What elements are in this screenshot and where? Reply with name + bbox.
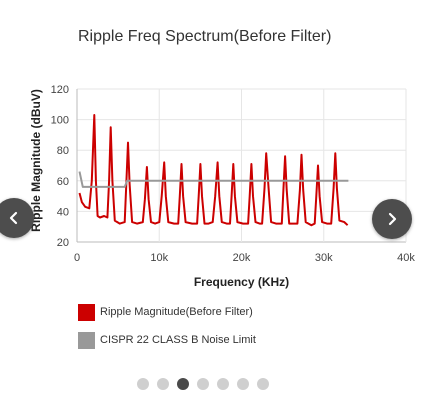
y-tick-label: 80 — [57, 145, 69, 157]
series-line-ripple — [78, 114, 349, 227]
carousel-dot[interactable] — [177, 378, 189, 390]
y-tick-label: 20 — [57, 237, 69, 249]
legend-label-ripple: Ripple Magnitude(Before Filter) — [100, 306, 253, 318]
chevron-left-icon — [7, 211, 21, 225]
prev-button[interactable] — [0, 198, 34, 238]
y-tick-label: 40 — [57, 206, 69, 218]
carousel-dot[interactable] — [137, 378, 149, 390]
series-line-noise-limit — [78, 171, 349, 188]
chart-plot: 20 40 60 80 100 120 0 10k 20k 30k 40k Frequency (KH… — [29, 84, 415, 289]
legend-item-ripple[interactable]: Ripple Magnitude(Before Filter) — [78, 302, 256, 322]
chevron-right-icon — [385, 212, 399, 226]
chart-legend: Ripple Magnitude(Before Filter) CISPR 22… — [78, 302, 256, 358]
x-tick-label: 40k — [397, 252, 415, 264]
y-tick-label: 60 — [57, 176, 69, 188]
x-tick-label: 20k — [233, 252, 251, 264]
carousel-dot[interactable] — [197, 378, 209, 390]
legend-item-noise-limit[interactable]: CISPR 22 CLASS B Noise Limit — [78, 330, 256, 350]
legend-swatch-ripple — [78, 303, 95, 321]
chart-title: Ripple Freq Spectrum(Before Filter) — [78, 28, 332, 45]
carousel-dot[interactable] — [157, 378, 169, 390]
legend-swatch-noise-limit — [78, 331, 95, 349]
y-axis-label: Ripple Magnitude (dBuV) — [29, 89, 43, 232]
carousel-dot[interactable] — [237, 378, 249, 390]
x-tick-label: 0 — [74, 252, 80, 264]
y-tick-label: 100 — [51, 115, 69, 127]
carousel-dot[interactable] — [257, 378, 269, 390]
x-tick-label: 30k — [315, 252, 333, 264]
carousel-dot[interactable] — [217, 378, 229, 390]
y-tick-label: 120 — [51, 84, 69, 96]
x-tick-label: 10k — [150, 252, 168, 264]
legend-label-noise-limit: CISPR 22 CLASS B Noise Limit — [100, 334, 256, 346]
next-button[interactable] — [372, 199, 412, 239]
x-axis-label: Frequency (KHz) — [194, 275, 289, 289]
carousel-pagination — [137, 378, 277, 390]
